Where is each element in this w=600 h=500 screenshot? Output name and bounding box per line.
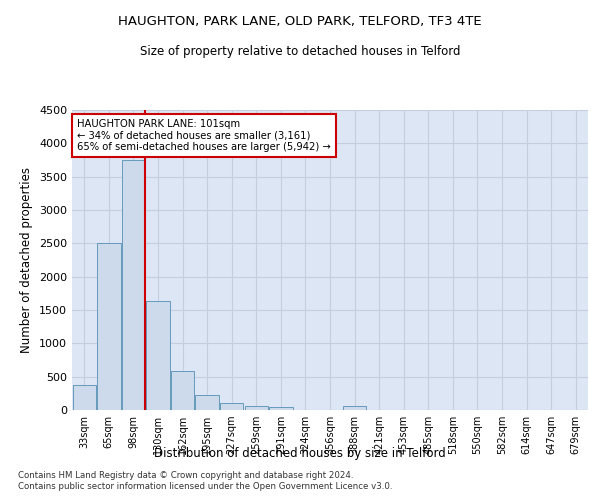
Bar: [269, 408, 293, 410]
Bar: [343, 406, 366, 410]
Text: Contains HM Land Registry data © Crown copyright and database right 2024.: Contains HM Land Registry data © Crown c…: [18, 470, 353, 480]
Bar: [73, 386, 96, 410]
Bar: [245, 406, 268, 410]
Text: HAUGHTON PARK LANE: 101sqm
← 34% of detached houses are smaller (3,161)
65% of s: HAUGHTON PARK LANE: 101sqm ← 34% of deta…: [77, 119, 331, 152]
Text: Distribution of detached houses by size in Telford: Distribution of detached houses by size …: [154, 448, 446, 460]
Bar: [171, 370, 194, 410]
Bar: [97, 244, 121, 410]
Text: HAUGHTON, PARK LANE, OLD PARK, TELFORD, TF3 4TE: HAUGHTON, PARK LANE, OLD PARK, TELFORD, …: [118, 15, 482, 28]
Bar: [196, 394, 219, 410]
Bar: [122, 160, 145, 410]
Y-axis label: Number of detached properties: Number of detached properties: [20, 167, 34, 353]
Text: Size of property relative to detached houses in Telford: Size of property relative to detached ho…: [140, 45, 460, 58]
Text: Contains public sector information licensed under the Open Government Licence v3: Contains public sector information licen…: [18, 482, 392, 491]
Bar: [146, 300, 170, 410]
Bar: [220, 403, 244, 410]
